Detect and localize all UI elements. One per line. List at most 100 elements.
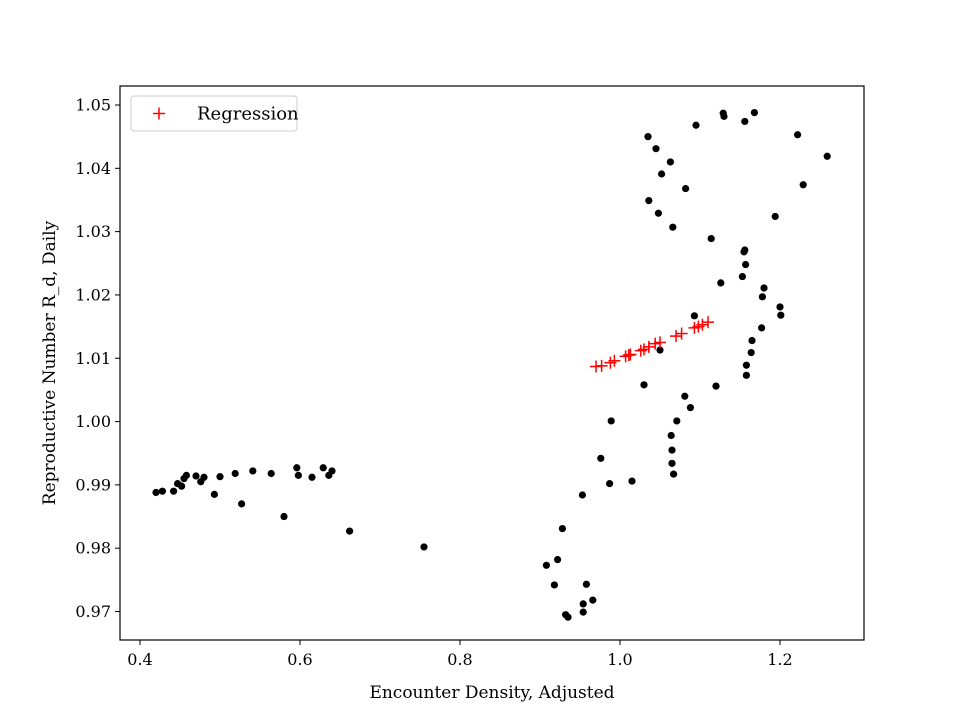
data-point bbox=[742, 260, 750, 269]
regression-point bbox=[670, 330, 682, 343]
data-point bbox=[267, 469, 275, 478]
data-point bbox=[238, 500, 246, 508]
data-point bbox=[742, 371, 751, 379]
data-point bbox=[420, 543, 428, 551]
data-point bbox=[554, 555, 562, 564]
data-point bbox=[564, 613, 572, 621]
data-point bbox=[777, 311, 785, 319]
data-point bbox=[589, 596, 597, 604]
data-point bbox=[578, 491, 587, 499]
data-point bbox=[280, 512, 288, 521]
regression-point bbox=[638, 343, 650, 356]
x-axis-label: Encounter Density, Adjusted bbox=[369, 683, 614, 703]
data-point bbox=[742, 361, 751, 369]
y-tick-label: 0.99 bbox=[75, 475, 111, 494]
data-point bbox=[690, 312, 699, 320]
x-tick-label: 0.6 bbox=[287, 650, 312, 669]
data-point bbox=[579, 600, 587, 608]
data-point bbox=[799, 181, 807, 189]
data-point bbox=[582, 580, 591, 588]
y-tick-label: 0.97 bbox=[75, 602, 111, 621]
data-point bbox=[656, 346, 664, 354]
data-point bbox=[750, 108, 759, 117]
data-point bbox=[542, 561, 551, 569]
data-point bbox=[216, 473, 224, 481]
regression-point bbox=[619, 350, 632, 363]
data-point bbox=[666, 158, 675, 166]
legend-box bbox=[130, 95, 298, 132]
data-point bbox=[741, 117, 749, 126]
x-tick-label: 0.8 bbox=[447, 650, 472, 669]
y-tick-label: 0.98 bbox=[75, 539, 111, 558]
y-tick-label: 1.00 bbox=[75, 412, 111, 431]
regression-point bbox=[649, 337, 662, 350]
regression-point bbox=[654, 336, 666, 349]
data-point bbox=[670, 470, 678, 478]
points-layer bbox=[152, 108, 831, 621]
data-point bbox=[707, 234, 715, 243]
regression-point bbox=[696, 318, 709, 331]
data-point bbox=[210, 490, 218, 498]
data-point bbox=[152, 488, 160, 497]
data-point bbox=[293, 464, 301, 472]
data-point bbox=[717, 279, 725, 287]
data-point bbox=[231, 469, 239, 478]
regression-point bbox=[595, 359, 608, 372]
data-point bbox=[667, 431, 675, 440]
regression-point bbox=[642, 340, 655, 353]
data-point bbox=[794, 131, 802, 139]
data-point bbox=[669, 223, 677, 231]
data-point bbox=[328, 467, 336, 475]
legend-label-regression: Regression bbox=[197, 104, 299, 125]
data-point bbox=[682, 184, 690, 193]
legend: Regression bbox=[130, 95, 299, 132]
data-point bbox=[192, 472, 200, 480]
y-axis-label: Reproductive Number R_d, Daily bbox=[40, 220, 60, 505]
data-point bbox=[607, 417, 615, 425]
data-point bbox=[758, 324, 766, 332]
data-point bbox=[558, 524, 567, 533]
data-point bbox=[654, 209, 663, 217]
x-tick-label: 1.2 bbox=[767, 650, 792, 669]
data-point bbox=[738, 272, 747, 281]
regression-point bbox=[634, 344, 647, 357]
y-tick-label: 1.05 bbox=[75, 95, 111, 114]
regression-point bbox=[608, 354, 621, 367]
data-point bbox=[178, 482, 186, 490]
data-point bbox=[748, 336, 756, 345]
y-axis: 0.97 0.98 0.99 1.00 1.01 1.02 1.03 1.04 1.05 bbox=[75, 95, 120, 621]
data-point bbox=[668, 459, 676, 467]
data-point bbox=[681, 392, 689, 400]
data-point bbox=[668, 446, 676, 454]
y-tick-label: 1.04 bbox=[75, 159, 111, 178]
legend-marker-regression bbox=[153, 107, 165, 120]
data-point bbox=[550, 581, 559, 589]
data-point bbox=[747, 348, 755, 357]
regression-point bbox=[702, 316, 714, 329]
data-point bbox=[645, 196, 653, 205]
data-point bbox=[760, 284, 768, 292]
data-point bbox=[776, 303, 784, 311]
y-tick-label: 1.02 bbox=[75, 285, 111, 304]
data-point bbox=[249, 467, 257, 475]
data-point bbox=[741, 246, 749, 254]
data-point bbox=[771, 212, 779, 221]
data-point bbox=[712, 382, 720, 390]
data-point bbox=[308, 473, 316, 481]
data-point bbox=[579, 608, 587, 616]
data-point bbox=[158, 487, 166, 495]
data-point bbox=[170, 487, 178, 495]
data-point bbox=[346, 527, 354, 535]
data-point bbox=[640, 381, 648, 389]
data-point bbox=[628, 477, 636, 485]
data-point bbox=[720, 112, 728, 120]
x-tick-label: 1.0 bbox=[607, 650, 632, 669]
data-point bbox=[758, 293, 767, 301]
data-point bbox=[686, 404, 695, 412]
regression-point bbox=[624, 348, 637, 361]
data-point bbox=[658, 170, 666, 178]
x-tick-label: 0.4 bbox=[127, 650, 152, 669]
data-point bbox=[597, 454, 605, 462]
y-tick-label: 1.01 bbox=[75, 349, 111, 368]
